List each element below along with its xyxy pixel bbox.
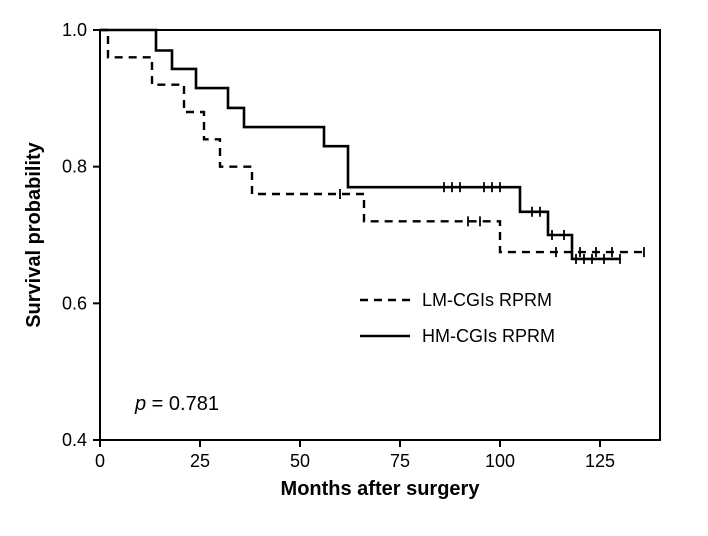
chart-svg: 0 25 50 75 100 125 0.4 0.6 0.8 1.0 Months after su… (0, 0, 708, 536)
x-axis-title: Months after surgery (281, 478, 481, 500)
legend-label: HM-CGIs RPRM (422, 326, 555, 346)
y-tick-label: 0.4 (62, 430, 87, 450)
y-tick-label: 1.0 (62, 20, 87, 40)
x-tick-label: 0 (95, 451, 105, 471)
y-tick-label: 0.8 (62, 157, 87, 177)
x-tick-label: 100 (485, 451, 515, 471)
x-tick-label: 25 (190, 451, 210, 471)
x-tick-label: 125 (585, 451, 615, 471)
x-tick-label: 50 (290, 451, 310, 471)
legend-label: LM-CGIs RPRM (422, 290, 552, 310)
y-tick-label: 0.6 (62, 293, 87, 313)
x-tick-label: 75 (390, 451, 410, 471)
series-LM-CGIs RPRM (100, 30, 644, 252)
km-survival-chart: 0 25 50 75 100 125 0.4 0.6 0.8 1.0 Months after su… (0, 0, 708, 536)
series-HM-CGIs RPRM (100, 30, 620, 259)
p-value: p = 0.781 (134, 393, 219, 415)
y-axis-title: Survival probability (23, 141, 45, 327)
